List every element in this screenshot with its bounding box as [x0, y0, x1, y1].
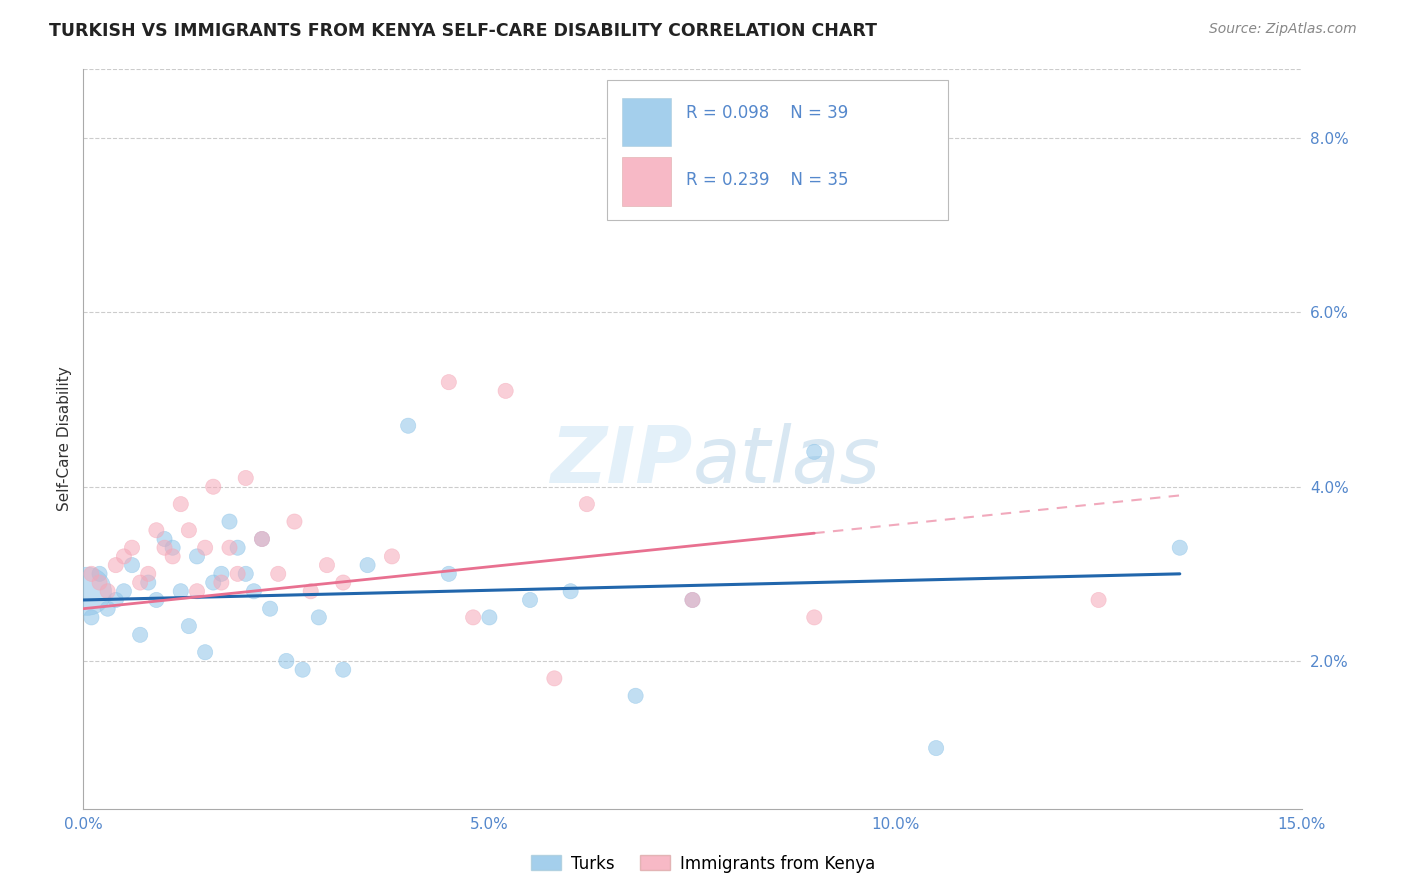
Point [437, 566, 460, 581]
FancyBboxPatch shape [621, 157, 671, 205]
Point [89, 575, 111, 590]
Point [250, 532, 273, 546]
Point [136, 575, 159, 590]
Point [299, 584, 322, 599]
Point [803, 445, 825, 459]
Point [381, 549, 404, 564]
Point [250, 532, 273, 546]
Point [153, 541, 176, 555]
Point [177, 523, 200, 537]
Point [76, 584, 98, 599]
Point [519, 593, 541, 607]
Point [129, 628, 152, 642]
FancyBboxPatch shape [621, 98, 671, 146]
Point [145, 523, 167, 537]
Point [80, 566, 103, 581]
Point [316, 558, 339, 573]
Point [112, 584, 135, 599]
Point [104, 593, 127, 607]
Point [194, 645, 217, 659]
Point [681, 593, 703, 607]
Point [259, 601, 281, 615]
Point [803, 610, 825, 624]
Point [170, 497, 193, 511]
Point [276, 654, 298, 668]
Point [80, 610, 103, 624]
Text: atlas: atlas [692, 423, 880, 499]
Point [97, 601, 120, 615]
Point [177, 619, 200, 633]
Point [218, 541, 240, 555]
Point [243, 584, 266, 599]
Point [235, 566, 257, 581]
Point [170, 584, 193, 599]
Point [560, 584, 582, 599]
Point [162, 541, 184, 555]
Point [356, 558, 378, 573]
Point [121, 558, 143, 573]
Point [437, 375, 460, 389]
Point [495, 384, 517, 398]
Point [129, 575, 152, 590]
Point [153, 532, 176, 546]
Point [543, 672, 565, 686]
Point [186, 584, 208, 599]
Point [681, 593, 703, 607]
Point [89, 566, 111, 581]
Point [97, 584, 120, 599]
Point [624, 689, 647, 703]
Text: ZIP: ZIP [550, 423, 692, 499]
Point [226, 541, 249, 555]
Point [209, 566, 232, 581]
Point [226, 566, 249, 581]
Point [283, 515, 305, 529]
Text: Source: ZipAtlas.com: Source: ZipAtlas.com [1209, 22, 1357, 37]
Point [396, 418, 419, 433]
Point [136, 566, 159, 581]
Point [202, 575, 225, 590]
Point [925, 741, 948, 756]
Point [463, 610, 485, 624]
Point [209, 575, 232, 590]
Point [1168, 541, 1191, 555]
Point [104, 558, 127, 573]
Point [332, 575, 354, 590]
Point [291, 663, 314, 677]
Point [478, 610, 501, 624]
Point [186, 549, 208, 564]
Point [121, 541, 143, 555]
Y-axis label: Self-Care Disability: Self-Care Disability [58, 367, 72, 511]
Point [332, 663, 354, 677]
Point [267, 566, 290, 581]
Point [202, 480, 225, 494]
Text: R = 0.239    N = 35: R = 0.239 N = 35 [686, 170, 849, 188]
Point [235, 471, 257, 485]
Point [218, 515, 240, 529]
Point [308, 610, 330, 624]
Text: R = 0.098    N = 39: R = 0.098 N = 39 [686, 104, 849, 122]
Point [1087, 593, 1109, 607]
Point [575, 497, 598, 511]
Text: TURKISH VS IMMIGRANTS FROM KENYA SELF-CARE DISABILITY CORRELATION CHART: TURKISH VS IMMIGRANTS FROM KENYA SELF-CA… [49, 22, 877, 40]
Point [145, 593, 167, 607]
Point [194, 541, 217, 555]
Point [112, 549, 135, 564]
Legend: Turks, Immigrants from Kenya: Turks, Immigrants from Kenya [524, 848, 882, 880]
Point [162, 549, 184, 564]
FancyBboxPatch shape [607, 79, 948, 220]
